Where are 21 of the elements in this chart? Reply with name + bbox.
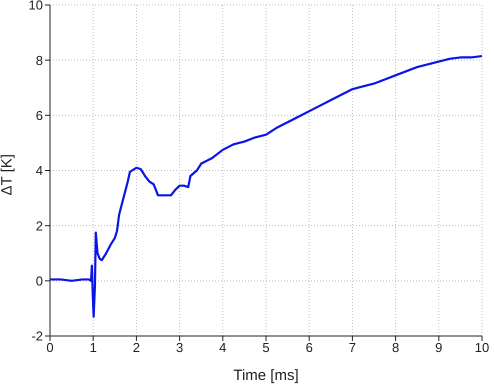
y-tick-label: 4 xyxy=(36,163,43,178)
x-tick-label: 6 xyxy=(306,340,313,356)
x-tick-label: 9 xyxy=(435,340,442,356)
x-tick-label: 8 xyxy=(392,340,400,356)
y-axis-title: ΔT [K] xyxy=(0,154,16,196)
y-tick-label: 2 xyxy=(36,218,43,234)
x-tick-label: 7 xyxy=(348,340,356,356)
x-axis-title: Time [ms] xyxy=(233,367,299,384)
y-tick-label: 0 xyxy=(36,273,43,288)
x-tick-label: 4 xyxy=(219,340,226,356)
x-tick-label: 1 xyxy=(90,340,97,356)
x-tick-label: 3 xyxy=(176,340,184,356)
y-tick-label: 8 xyxy=(36,52,43,68)
y-tick-label: -2 xyxy=(31,328,43,344)
line-series xyxy=(50,54,482,318)
y-tick-label: 10 xyxy=(28,0,43,13)
y-tick-label: 6 xyxy=(36,108,43,123)
x-tick-label: 10 xyxy=(474,340,490,356)
x-tick-label: 0 xyxy=(46,340,54,356)
x-tick-label: 5 xyxy=(262,340,270,356)
x-tick-label: 2 xyxy=(132,340,140,356)
